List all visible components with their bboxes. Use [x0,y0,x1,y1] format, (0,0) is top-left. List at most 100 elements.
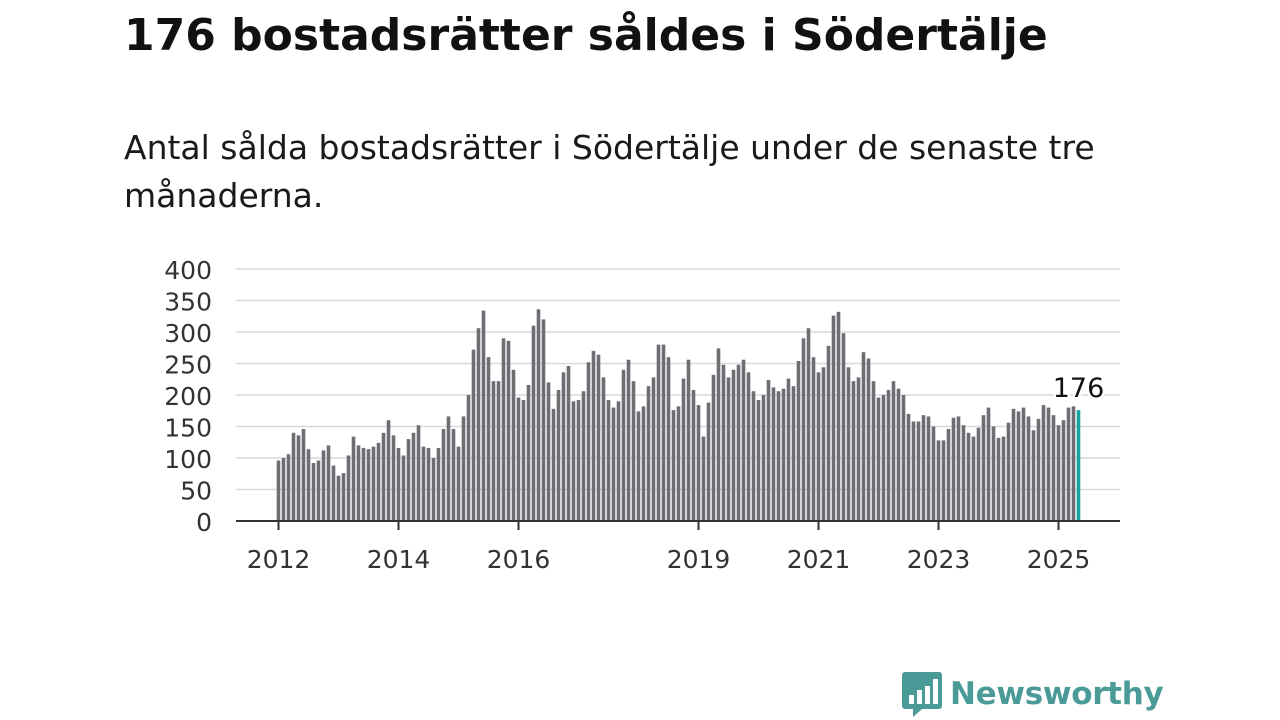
bar [596,354,601,521]
bar [926,416,931,521]
bar [1036,418,1041,521]
bar [991,426,996,521]
bar [996,437,1001,521]
chart-subtitle: Antal sålda bostadsrätter i Södertälje u… [124,128,1095,215]
bar [731,369,736,521]
bar [416,425,421,521]
bar [936,440,941,521]
bar [1066,407,1071,521]
newsworthy-brand: Newsworthy [902,668,1164,720]
bar [1026,416,1031,521]
bar [301,429,306,521]
bar [476,328,481,521]
bar [371,446,376,521]
bar [641,406,646,521]
bar [486,357,491,521]
bar [1016,411,1021,521]
bar [346,455,351,521]
bar [781,388,786,521]
bar [291,432,296,521]
bar [551,408,556,521]
x-tick-label: 2019 [667,545,731,574]
bar [451,429,456,521]
bar [456,446,461,521]
bar [531,325,536,521]
bar [806,328,811,521]
bar [866,358,871,521]
bar [281,458,286,521]
bar [771,387,776,521]
y-tick-label: 100 [164,445,212,474]
bar [711,374,716,521]
bar [901,395,906,521]
bar [561,372,566,521]
bar [831,315,836,521]
bar [836,311,841,521]
bar [556,389,561,521]
bar [636,411,641,521]
bar [676,406,681,521]
brand-name: Newsworthy [950,676,1164,712]
bar [966,432,971,521]
bar [541,319,546,521]
bar [921,415,926,521]
bar [896,388,901,521]
bar [1001,436,1006,521]
bar [611,407,616,521]
bar [736,364,741,521]
bar [491,381,496,521]
bar [931,426,936,521]
x-tick-label: 2014 [367,545,431,574]
bar-chart-speech-bubble-icon [902,672,942,717]
bar [436,447,441,521]
bar [891,381,896,521]
bar [951,417,956,521]
bar [846,367,851,521]
bar [821,367,826,521]
bar [401,455,406,521]
y-tick-label: 150 [164,414,212,443]
bar [686,359,691,521]
x-tick-label: 2023 [907,545,971,574]
bar [981,415,986,521]
bar [506,340,511,521]
bar [496,381,501,521]
bar [871,381,876,521]
bar [316,460,321,521]
bar [361,447,366,521]
bar [606,400,611,521]
bar [286,454,291,521]
bar [1056,425,1061,521]
x-tick-label: 2012 [247,545,311,574]
bar [741,359,746,521]
x-axis-ticks: 2012 2014 2016 2019 2021 2023 2025 [236,520,1120,574]
bar [651,377,656,521]
bar [801,338,806,521]
bar [1021,407,1026,521]
bar [1041,405,1046,521]
bar [466,395,471,521]
bar [446,416,451,521]
bar [971,436,976,521]
bar [576,400,581,521]
bar [306,449,311,521]
bar [721,364,726,521]
bar [351,436,356,521]
bar [811,357,816,521]
data-labels: 176 [1050,371,1107,407]
bar [761,395,766,521]
bar [331,465,336,521]
bar [946,429,951,521]
bar [431,458,436,521]
bar [876,397,881,521]
bar [756,400,761,521]
bar [536,309,541,521]
bar [571,401,576,521]
y-tick-label: 0 [196,508,212,537]
bar [546,382,551,521]
bar [356,445,361,521]
chart-title: 176 bostadsrätter såldes i Södertälje [124,10,1048,61]
bar [581,391,586,521]
bar [621,369,626,521]
